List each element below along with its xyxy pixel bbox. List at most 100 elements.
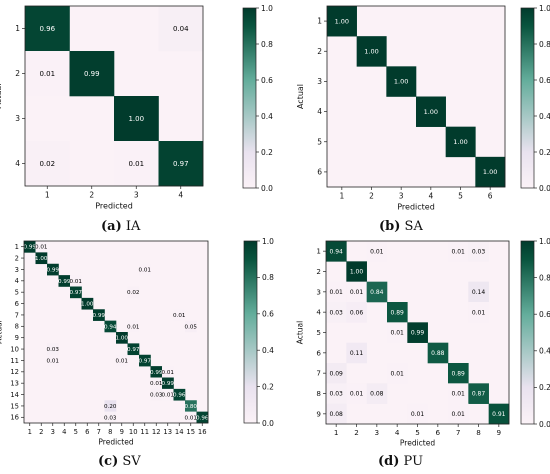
pu-cell <box>448 403 469 425</box>
caption-a: (a) IA <box>101 219 140 234</box>
ia-x-tick-label: 4 <box>178 191 183 200</box>
sv-colorbar <box>243 240 258 424</box>
pu-cell <box>346 302 367 323</box>
sv-cell-label: 0.01 <box>70 279 83 285</box>
sv-cell <box>127 343 140 356</box>
ia-cell-label: 0.02 <box>39 160 55 168</box>
sv-x-tick-label: 10 <box>129 428 138 436</box>
pu-y-tick-label: 3 <box>316 287 321 296</box>
pu-cell-label: 0.03 <box>329 391 343 398</box>
sa-x-axis-label: Predicted <box>397 203 435 212</box>
ia-colorbar-tick-label: 1.0 <box>261 4 273 13</box>
sv-y-tick-label: 10 <box>10 345 19 353</box>
sa-cell <box>356 36 387 67</box>
sv-y-tick-label: 11 <box>10 357 19 365</box>
ia-y-tick-label: 2 <box>15 69 20 78</box>
caption-c: (c) SV <box>98 454 141 469</box>
pu-cell <box>468 281 489 303</box>
sv-cell-label: 0.97 <box>70 290 83 296</box>
sa-cell <box>327 6 357 37</box>
sv-y-tick-label: 5 <box>15 289 19 297</box>
pu-cell-label: 0.01 <box>451 248 465 255</box>
sa-x-tick-label: 5 <box>458 192 463 201</box>
pu-cell <box>488 403 510 425</box>
pu-cell-label: 0.01 <box>370 248 384 255</box>
pu-cell-label: 0.01 <box>472 309 486 316</box>
sv-cell-label: 0.03 <box>47 347 60 353</box>
ia-y-tick-label: 1 <box>15 24 20 33</box>
sa-colorbar-tick-label: 0.2 <box>539 148 550 157</box>
sv-cell-label: 0.99 <box>150 370 163 376</box>
pu-cell-label: 0.91 <box>492 411 506 418</box>
sv-y-tick-label: 9 <box>15 334 19 342</box>
pu-cell-label: 0.94 <box>329 248 343 255</box>
sv-cell <box>70 275 82 287</box>
sv-y-tick-label: 6 <box>15 300 19 308</box>
sv-cell <box>81 297 94 310</box>
pu-cell <box>407 403 428 425</box>
sa-cell <box>445 126 476 158</box>
pu-cell-label: 0.01 <box>329 289 343 296</box>
sv-cell <box>104 411 117 424</box>
sv-cell-label: 0.96 <box>196 415 209 421</box>
ia-y-tick-label: 4 <box>15 159 20 168</box>
sa-colorbar <box>520 7 535 189</box>
pu-colorbar-tick-label: 0.2 <box>539 383 550 392</box>
sv-y-tick-label: 1 <box>15 243 19 251</box>
pu-cell-label: 0.01 <box>451 391 465 398</box>
sv-cell-label: 0.01 <box>127 324 140 330</box>
sv-y-tick-label: 2 <box>15 254 19 262</box>
sa-cell-label: 1.00 <box>483 168 497 176</box>
sv-x-tick-label: 16 <box>198 428 207 436</box>
sv-x-tick-label: 11 <box>140 428 149 436</box>
sv-cell <box>127 286 140 299</box>
ia-cell <box>114 141 159 187</box>
pu-y-tick-label: 2 <box>316 267 321 276</box>
pu-cell-label: 0.14 <box>472 289 486 296</box>
ia-cell <box>114 96 159 142</box>
sv-y-axis-label: Actual <box>0 320 3 344</box>
ia-x-tick-label: 1 <box>45 191 50 200</box>
sa-y-tick-label: 1 <box>317 17 322 26</box>
pu-y-tick-label: 4 <box>316 308 321 317</box>
sv-y-tick-label: 15 <box>10 402 19 410</box>
pu-cell <box>326 363 347 384</box>
pu-cell-label: 0.89 <box>451 370 465 377</box>
pu-cell <box>427 342 449 364</box>
sv-x-tick-label: 3 <box>51 428 55 436</box>
pu-colorbar-tick-label: 0.8 <box>539 273 550 282</box>
sv-x-tick-label: 14 <box>175 428 184 436</box>
sa-y-tick-label: 6 <box>317 168 322 177</box>
pu-x-tick-label: 3 <box>375 428 380 437</box>
sa-y-tick-label: 3 <box>317 77 322 86</box>
sv-cell-label: 0.99 <box>58 279 71 285</box>
pu-cell-label: 0.01 <box>390 330 404 337</box>
sa-cell <box>475 156 506 188</box>
pu-cell <box>326 403 347 425</box>
sv-cell-label: 0.03 <box>104 415 117 421</box>
sv-y-tick-label: 4 <box>15 277 19 285</box>
sv-cell <box>185 400 197 412</box>
pu-cell <box>346 342 367 364</box>
sv-cell <box>47 354 59 367</box>
sv-cell <box>93 309 105 321</box>
sv-cell <box>116 332 128 344</box>
sv-cell <box>139 354 151 367</box>
sv-y-tick-label: 7 <box>15 311 19 319</box>
sv-x-tick-label: 6 <box>85 428 89 436</box>
sv-cell-label: 0.01 <box>162 370 175 376</box>
sa-axes-frame <box>326 5 506 188</box>
pu-cell <box>468 241 489 262</box>
pu-cell-label: 0.11 <box>350 350 364 357</box>
sv-cell <box>139 263 151 276</box>
sv-cell <box>58 275 71 287</box>
sv-x-tick-label: 4 <box>62 428 66 436</box>
sv-x-axis-label: Predicted <box>98 437 133 446</box>
sa-cell-label: 1.00 <box>364 48 378 56</box>
pu-x-tick-label: 2 <box>354 428 359 437</box>
sv-cell-label: 1.00 <box>81 302 94 308</box>
pu-x-tick-label: 6 <box>436 428 441 437</box>
caption-b: (b) SA <box>379 219 423 234</box>
sa-y-tick-label: 2 <box>317 47 322 56</box>
pu-x-tick-label: 5 <box>415 428 420 437</box>
